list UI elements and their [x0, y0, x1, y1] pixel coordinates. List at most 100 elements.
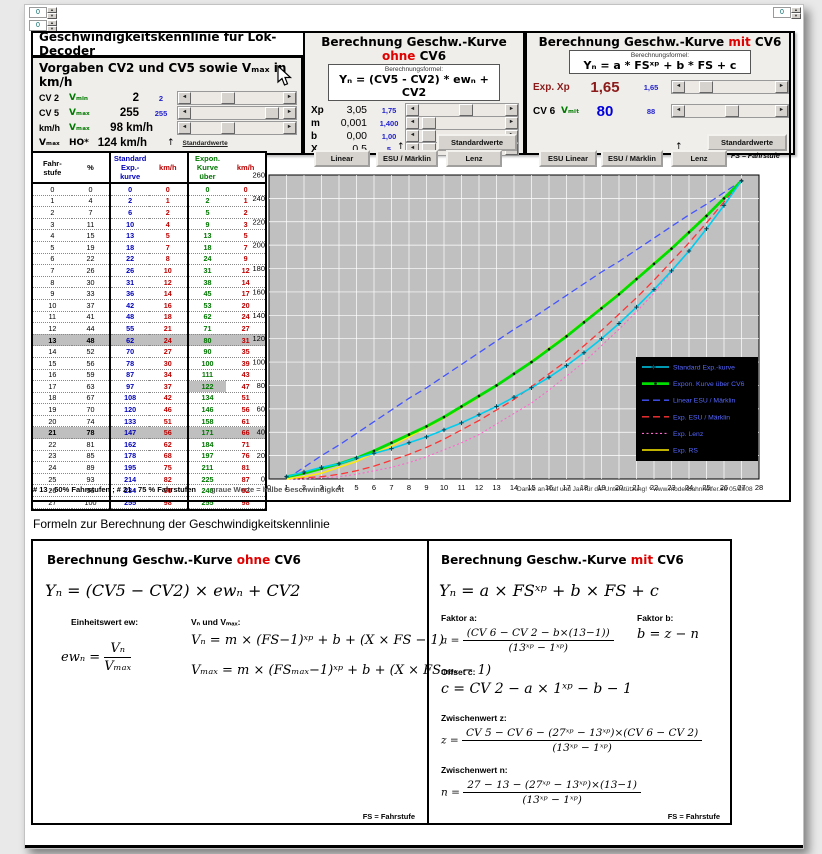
tab-lenz-mit[interactable]: Lenz: [671, 150, 727, 167]
table-cell: 56: [226, 403, 265, 416]
table-cell: 76: [226, 450, 265, 463]
slider-right-icon[interactable]: ►: [775, 105, 788, 117]
table-cell: 2: [33, 206, 72, 219]
table-row: 20 74 133 51 158 61: [33, 415, 265, 428]
slider-left-icon[interactable]: ◄: [406, 130, 419, 142]
slider-thumb[interactable]: [421, 130, 436, 142]
table-header: Standard Exp.-kurve: [110, 153, 149, 184]
svg-text:25: 25: [702, 483, 710, 492]
table-cell: 81: [71, 438, 112, 451]
slider-right-icon[interactable]: ►: [283, 92, 296, 104]
table-row: 12 44 55 21 71 27: [33, 322, 265, 335]
table-cell: 18: [148, 311, 189, 324]
top-spinner-3[interactable]: 0 ▲ ▼: [773, 7, 801, 19]
tab-linear[interactable]: Linear: [314, 150, 370, 167]
slider-track[interactable]: [419, 117, 505, 129]
svg-text:60: 60: [257, 404, 265, 413]
table-cell: 12: [148, 276, 189, 289]
zwischenwert-n-label: Zwischenwert n:: [441, 765, 508, 775]
svg-text:14: 14: [510, 483, 518, 492]
svg-text:3: 3: [319, 483, 323, 492]
m-slider[interactable]: ◄ ►: [405, 116, 519, 130]
speed-table-body: 0 0 0 0 0 0 1 4 2 1 2 1 2 7 6 2 5 2 3 11 10 4 9 3 4 15 13 5 13 5 5 19 18…: [33, 183, 265, 509]
top-spinner-2[interactable]: 0 ▲ ▼: [29, 20, 57, 32]
kmh-slider[interactable]: ◄ ►: [177, 121, 297, 135]
svg-text:20: 20: [615, 483, 623, 492]
slider-left-icon[interactable]: ◄: [178, 92, 191, 104]
table-row: 8 30 31 12 38 14: [33, 276, 265, 289]
cv2-slider[interactable]: ◄ ►: [177, 91, 297, 105]
standardwerte-button-mit[interactable]: Standardwerte: [707, 134, 787, 151]
slider-thumb[interactable]: [220, 122, 235, 134]
slider-track[interactable]: [419, 130, 505, 142]
cv5-label: CV 5: [39, 108, 60, 118]
table-cell: 55: [110, 322, 149, 335]
table-cell: 89: [71, 461, 112, 474]
tab-lenz-ohne[interactable]: Lenz: [446, 150, 502, 167]
exp-xp-slider[interactable]: ◄ ►: [671, 80, 789, 94]
spin-up-icon[interactable]: ▲: [791, 7, 801, 13]
xp-slider[interactable]: ◄ ►: [405, 103, 519, 117]
slider-thumb[interactable]: [220, 92, 235, 104]
slider-track[interactable]: [419, 104, 505, 116]
table-cell: 195: [110, 461, 149, 474]
table-cell: 85: [71, 450, 112, 463]
cv5-slider[interactable]: ◄ ►: [177, 106, 297, 120]
table-cell: 21: [33, 426, 72, 440]
standardwerte-button-ohne[interactable]: Standardwerte: [437, 134, 517, 151]
table-cell: 9: [226, 253, 265, 266]
tab-esu-maerklin-mit[interactable]: ESU / Märklin: [601, 150, 663, 167]
slider-right-icon[interactable]: ►: [283, 107, 296, 119]
slider-thumb[interactable]: [265, 107, 280, 119]
page-title: Geschwindigkeitskennlinie für Lok-Decode…: [31, 30, 309, 58]
slider-right-icon[interactable]: ►: [775, 81, 788, 93]
slider-thumb[interactable]: [724, 105, 739, 117]
b-value: 0,00: [346, 130, 367, 142]
slider-right-icon[interactable]: ►: [283, 122, 296, 134]
slider-thumb[interactable]: [458, 104, 473, 116]
table-cell: 7: [148, 241, 189, 254]
cv6-value: 80: [596, 102, 614, 120]
table-cell: 13: [110, 229, 149, 242]
slider-left-icon[interactable]: ◄: [672, 105, 685, 117]
slider-left-icon[interactable]: ◄: [672, 81, 685, 93]
slider-track[interactable]: [191, 107, 283, 119]
m-value: 0,001: [340, 117, 367, 129]
slider-thumb[interactable]: [421, 117, 436, 129]
slider-left-icon[interactable]: ◄: [406, 104, 419, 116]
table-row: 4 15 13 5 13 5: [33, 229, 265, 242]
table-cell: 27: [148, 345, 189, 358]
table-cell: 0: [226, 183, 265, 196]
slider-track[interactable]: [685, 81, 775, 93]
table-row: 9 33 36 14 45 17: [33, 287, 265, 300]
section-divider: [31, 500, 791, 502]
svg-text:260: 260: [252, 171, 265, 180]
top-spinner-1[interactable]: 0 ▲ ▼: [29, 7, 57, 19]
slider-left-icon[interactable]: ◄: [178, 107, 191, 119]
svg-text:8: 8: [407, 483, 411, 492]
slider-right-icon[interactable]: ►: [505, 104, 518, 116]
slider-track[interactable]: [685, 105, 775, 117]
slider-right-icon[interactable]: ►: [505, 117, 518, 129]
table-cell: 3: [226, 218, 265, 231]
spin-up-icon[interactable]: ▲: [47, 20, 57, 26]
tab-esu-maerklin-ohne[interactable]: ESU / Märklin: [376, 150, 438, 167]
slider-left-icon[interactable]: ◄: [178, 122, 191, 134]
spin-up-icon[interactable]: ▲: [47, 7, 57, 13]
mit-title: Berechnung Geschw.-Kurve mit CV6: [538, 35, 782, 49]
slider-track[interactable]: [191, 92, 283, 104]
tab-esu-linear[interactable]: ESU Linear: [539, 150, 597, 167]
slider-track[interactable]: [191, 122, 283, 134]
cv6-slider[interactable]: ◄ ►: [671, 104, 789, 118]
table-cell: 0: [110, 183, 149, 196]
table-cell: 2: [110, 195, 149, 208]
std-arrow-icon: ↑: [167, 138, 175, 148]
spin-down-icon[interactable]: ▼: [47, 13, 57, 19]
svg-text:Exp. ESU / Märklin: Exp. ESU / Märklin: [673, 414, 730, 421]
slider-left-icon[interactable]: ◄: [406, 117, 419, 129]
slider-thumb[interactable]: [698, 81, 713, 93]
faktor-b-label: Faktor b:: [637, 613, 674, 623]
spin-down-icon[interactable]: ▼: [791, 13, 801, 19]
